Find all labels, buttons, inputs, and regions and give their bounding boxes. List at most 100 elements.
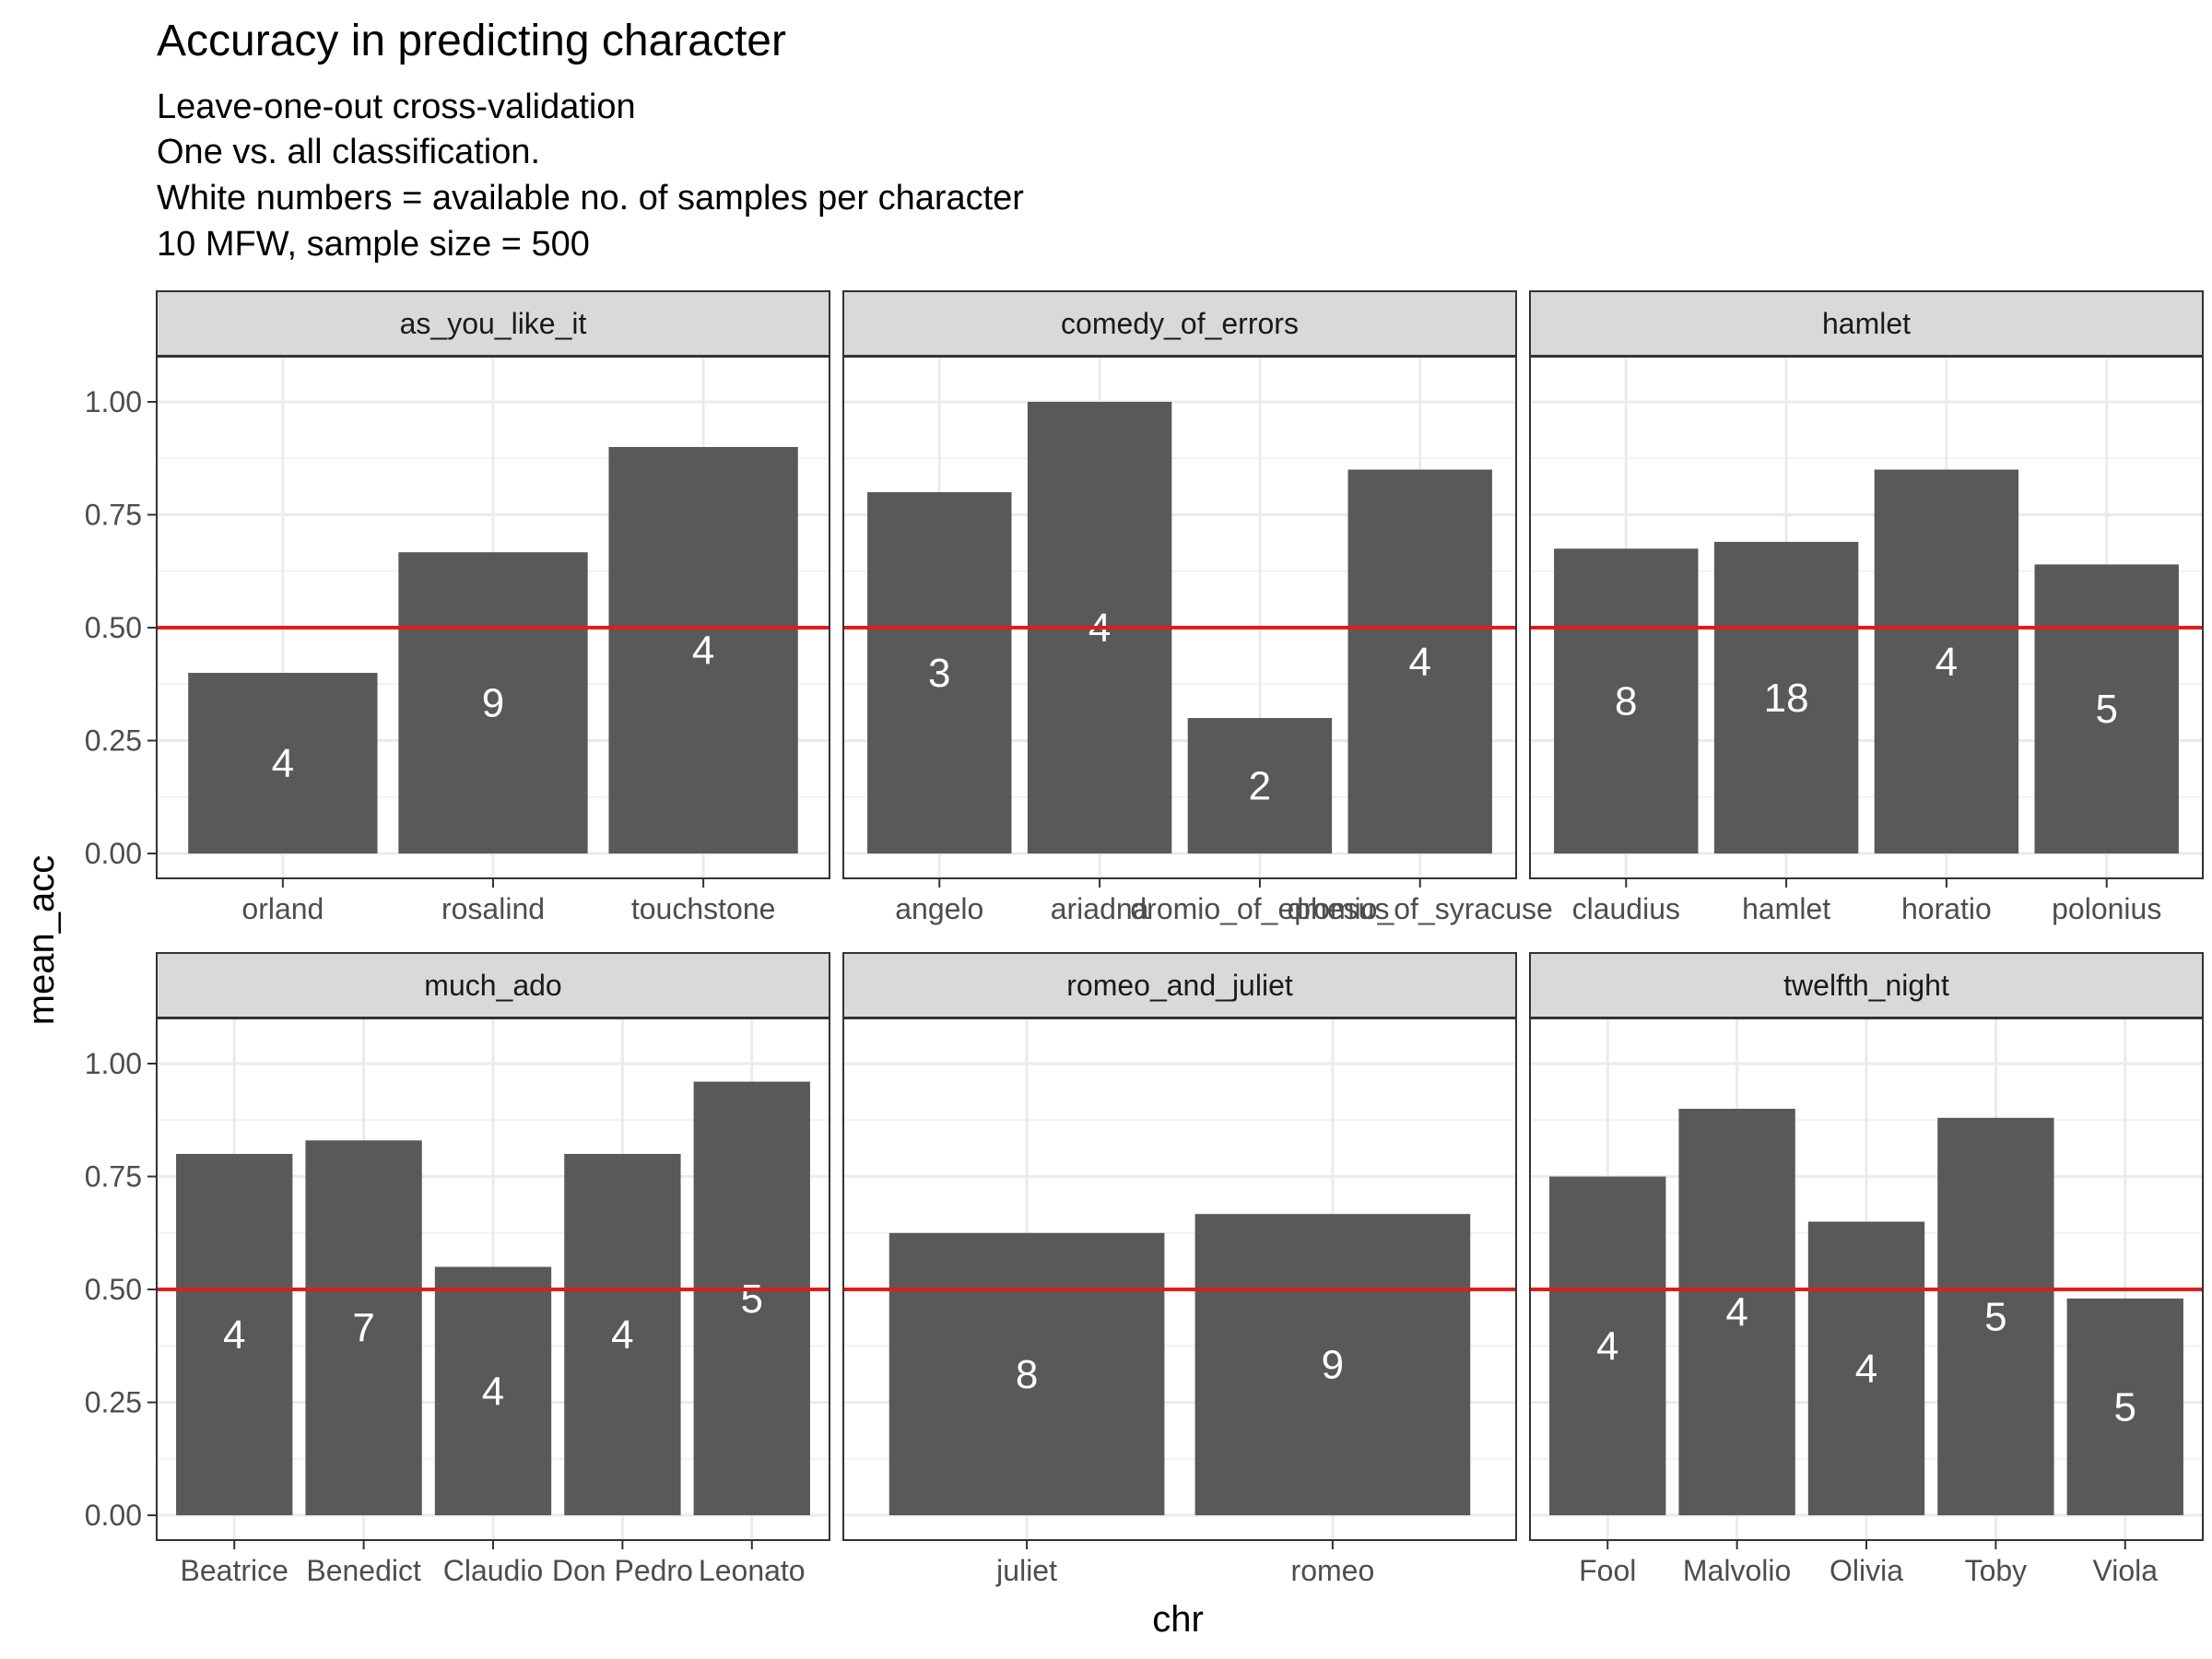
y-tick-label: 0.50 — [85, 1273, 142, 1306]
facet-strip-label: comedy_of_errors — [1061, 307, 1299, 340]
bar-juliet — [888, 1232, 1165, 1516]
x-tick-label: juliet — [995, 1554, 1057, 1587]
x-tick-label: rosalind — [441, 892, 545, 925]
facet-strip — [1529, 952, 2204, 1018]
y-tick-label: 0.50 — [85, 611, 142, 644]
bar-horatio — [1874, 469, 2019, 854]
x-tick-label: Claudio — [443, 1554, 544, 1587]
facet-strip-label: romeo_and_juliet — [1066, 969, 1293, 1002]
x-tick-label: Don Pedro — [552, 1554, 693, 1587]
x-tick-label: Leonato — [699, 1554, 806, 1587]
bar-count-label: 7 — [352, 1306, 374, 1351]
bar-count-label: 4 — [482, 1369, 504, 1414]
bar-count-label: 4 — [272, 741, 294, 786]
bar-dromio_of_ephesus — [1187, 718, 1333, 854]
x-tick-label: ariadna — [1051, 892, 1149, 925]
bar-count-label: 9 — [482, 681, 504, 726]
chart-subtitle-line-3: White numbers = available no. of samples… — [157, 179, 1024, 218]
facet-twelfth_night: twelfth_night 4 4 4 5 5 Fool Malvolio Olivia Toby… — [1529, 952, 2204, 1587]
facet-strip — [156, 290, 830, 357]
facet-strip-label: hamlet — [1822, 307, 1911, 340]
bar-count-label: 4 — [1596, 1324, 1618, 1369]
bar-orland — [188, 673, 378, 854]
chart-subtitle-line-4: 10 MFW, sample size = 500 — [157, 225, 590, 264]
bar-romeo — [1194, 1214, 1471, 1516]
x-tick-label: Olivia — [1830, 1554, 1903, 1587]
y-tick-label: 0.25 — [85, 1386, 142, 1419]
facet-strip — [842, 290, 1517, 357]
x-tick-label: dromio_of_ephesus — [1130, 892, 1389, 925]
bar-count-label: 5 — [2114, 1384, 2136, 1430]
panel-border — [1529, 356, 2204, 879]
bar-count-label: 8 — [1016, 1352, 1038, 1397]
panel-border — [842, 356, 1517, 879]
bar-count-label: 2 — [1249, 764, 1271, 809]
y-tick-label: 0.00 — [85, 1499, 142, 1532]
x-tick-label: polonius — [2052, 892, 2161, 925]
bar-Claudio — [434, 1266, 552, 1516]
y-tick-label: 0.75 — [85, 499, 142, 532]
bar-count-label: 4 — [1855, 1347, 1877, 1392]
x-tick-label: hamlet — [1742, 892, 1830, 925]
x-axis-title: chr — [1152, 1599, 1204, 1640]
x-tick-label: orland — [241, 892, 324, 925]
y-tick-label: 1.00 — [85, 1047, 142, 1080]
x-tick-label: Toby — [1965, 1554, 2028, 1587]
bar-count-label: 4 — [611, 1312, 633, 1358]
bar-claudius — [1554, 548, 1699, 854]
facet-romeo_and_juliet: romeo_and_juliet 8 9 juliet romeo — [842, 952, 1517, 1587]
facet-panels: as_you_like_it 4 9 4 orland rosalind touchston… — [85, 290, 2204, 1587]
bar-touchstone — [608, 447, 798, 854]
x-tick-label: horatio — [1901, 892, 1992, 925]
x-tick-label: Benedict — [306, 1554, 421, 1587]
bar-Don Pedro — [564, 1154, 681, 1516]
bar-Benedict — [305, 1140, 422, 1516]
x-tick-label: romeo — [1291, 1554, 1375, 1587]
bar-count-label: 5 — [1984, 1294, 2006, 1339]
chart-subtitle-line-1: Leave-one-out cross-validation — [157, 88, 636, 126]
bar-count-label: 4 — [1408, 640, 1430, 685]
bar-rosalind — [398, 552, 588, 854]
y-tick-label: 0.00 — [85, 837, 142, 870]
bar-count-label: 4 — [223, 1312, 245, 1358]
bar-count-label: 4 — [692, 629, 714, 674]
x-tick-label: claudius — [1572, 892, 1680, 925]
bar-Toby — [1937, 1117, 2054, 1516]
x-tick-label: dromio_of_syracuse — [1288, 892, 1553, 925]
x-tick-label: Fool — [1579, 1554, 1636, 1587]
facet-strip — [1529, 290, 2204, 357]
facet-strip-label: much_ado — [424, 969, 561, 1002]
x-tick-label: Viola — [2092, 1554, 2158, 1587]
bar-count-label: 5 — [2095, 687, 2117, 732]
bar-Fool — [1549, 1176, 1666, 1516]
bar-Olivia — [1807, 1221, 1925, 1516]
bar-dromio_of_syracuse — [1347, 469, 1492, 854]
x-tick-label: touchstone — [631, 892, 776, 925]
y-tick-label: 0.75 — [85, 1160, 142, 1194]
facet-as_you_like_it: as_you_like_it 4 9 4 orland rosalind touchston… — [85, 290, 830, 925]
facet-strip-label: as_you_like_it — [400, 307, 587, 340]
facet-hamlet: hamlet 8 18 4 5 claudius hamlet horatio polonius — [1529, 290, 2204, 925]
bar-hamlet — [1713, 541, 1859, 854]
y-tick-label: 1.00 — [85, 385, 142, 418]
x-tick-label: angelo — [895, 892, 983, 925]
bar-Beatrice — [176, 1154, 293, 1516]
chart-subtitle-line-2: One vs. all classification. — [157, 133, 540, 171]
x-tick-label: Malvolio — [1683, 1554, 1791, 1587]
bar-count-label: 18 — [1764, 676, 1809, 721]
y-tick-label: 0.25 — [85, 724, 142, 758]
panel-border — [842, 1018, 1517, 1541]
bar-Leonato — [693, 1081, 810, 1516]
bar-count-label: 8 — [1615, 679, 1637, 724]
bar-Malvolio — [1678, 1109, 1795, 1516]
bar-count-label: 5 — [741, 1277, 763, 1322]
x-tick-label: Beatrice — [181, 1554, 288, 1587]
bar-Viola — [2066, 1298, 2183, 1516]
bar-count-label: 9 — [1322, 1343, 1344, 1388]
bar-angelo — [867, 492, 1012, 854]
facet-strip-label: twelfth_night — [1783, 969, 1949, 1002]
facet-much_ado: much_ado 4 7 4 4 5 Beatrice Benedict Claudio Don … — [85, 952, 830, 1587]
bar-count-label: 3 — [928, 651, 950, 696]
